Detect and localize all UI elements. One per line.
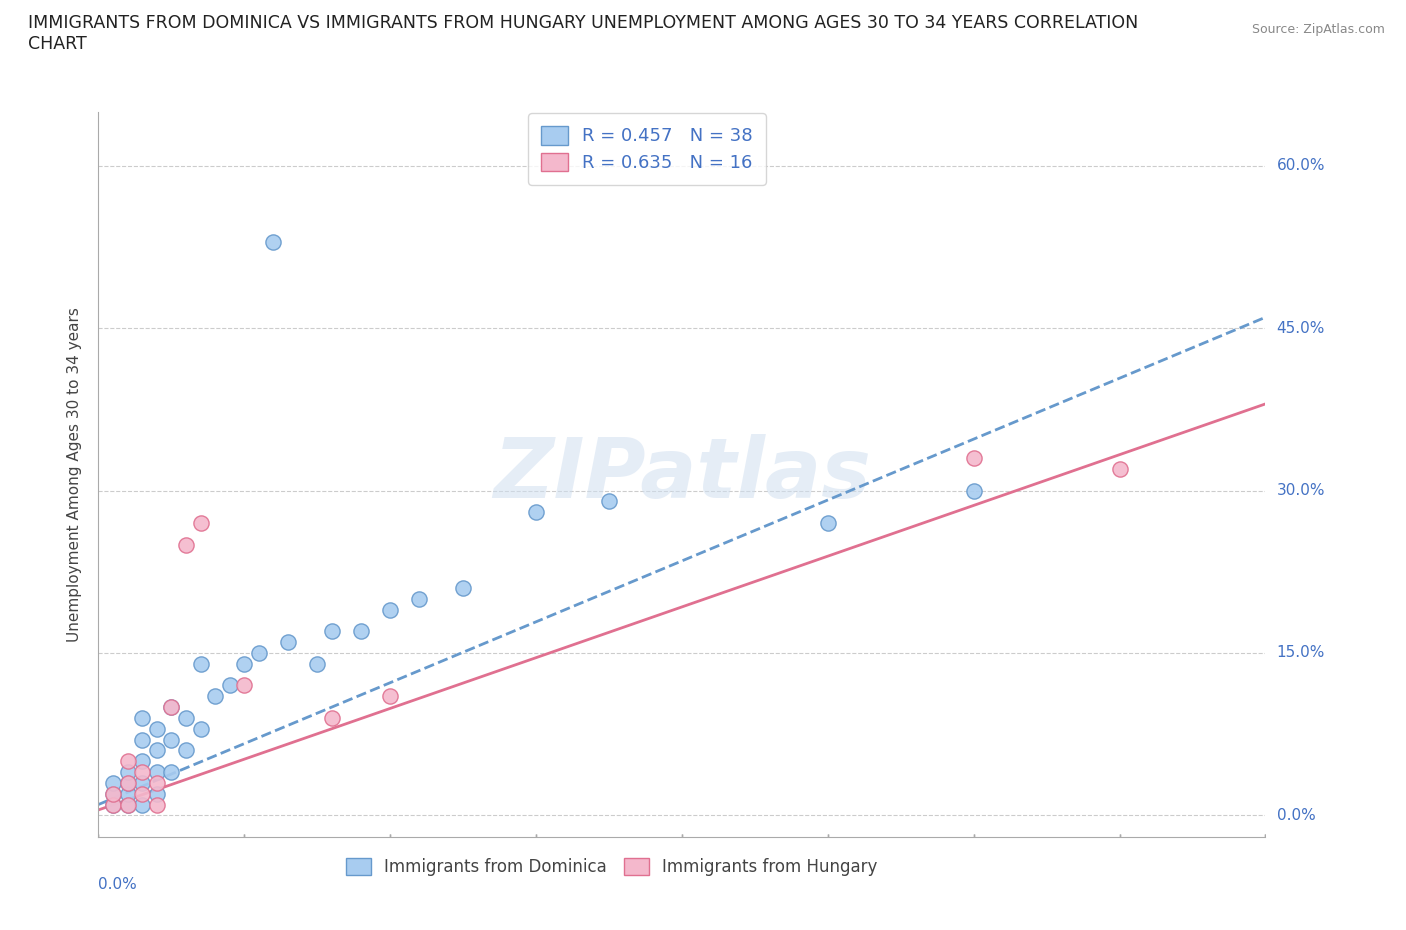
Point (117, 797, 139, 812)
Point (174, 711, 197, 725)
Point (131, 776, 153, 790)
Text: 30.0%: 30.0% (1277, 483, 1324, 498)
Point (233, 657, 256, 671)
Point (277, 634, 299, 649)
Point (131, 732, 153, 747)
Point (117, 776, 139, 790)
Point (190, 515, 212, 530)
Point (101, 797, 124, 812)
Point (380, 603, 402, 618)
Point (146, 743, 169, 758)
Point (146, 722, 169, 737)
Text: 45.0%: 45.0% (1277, 321, 1324, 336)
Point (190, 722, 212, 737)
Point (131, 764, 153, 779)
Point (451, 580, 474, 595)
Point (131, 786, 153, 801)
Point (131, 711, 153, 725)
Point (117, 786, 139, 801)
Point (101, 776, 124, 790)
Text: 0.0%: 0.0% (98, 877, 138, 892)
Point (307, 657, 329, 671)
Point (146, 797, 169, 812)
Point (131, 797, 153, 812)
Point (117, 754, 139, 769)
Text: CHART: CHART (28, 35, 87, 53)
Point (101, 786, 124, 801)
Point (204, 689, 226, 704)
Text: 60.0%: 60.0% (1277, 158, 1324, 173)
Point (1108, 461, 1130, 476)
Point (321, 624, 343, 639)
Point (101, 797, 124, 812)
Point (160, 699, 183, 714)
Point (380, 689, 402, 704)
Point (117, 764, 139, 779)
Point (247, 645, 270, 660)
Point (174, 538, 197, 552)
Text: 0.0%: 0.0% (1277, 808, 1315, 823)
Point (233, 678, 256, 693)
Point (146, 776, 169, 790)
Point (190, 657, 212, 671)
Point (160, 732, 183, 747)
Text: IMMIGRANTS FROM DOMINICA VS IMMIGRANTS FROM HUNGARY UNEMPLOYMENT AMONG AGES 30 T: IMMIGRANTS FROM DOMINICA VS IMMIGRANTS F… (28, 14, 1139, 32)
Point (131, 754, 153, 769)
Y-axis label: Unemployment Among Ages 30 to 34 years: Unemployment Among Ages 30 to 34 years (67, 307, 83, 642)
Point (117, 776, 139, 790)
Point (962, 483, 984, 498)
Point (146, 764, 169, 779)
Point (160, 764, 183, 779)
Point (524, 505, 547, 520)
Point (262, 234, 284, 249)
Point (117, 797, 139, 812)
Text: ZIPatlas: ZIPatlas (494, 433, 870, 515)
Point (962, 451, 984, 466)
Legend: Immigrants from Dominica, Immigrants from Hungary: Immigrants from Dominica, Immigrants fro… (339, 852, 884, 883)
Point (174, 743, 197, 758)
Point (218, 678, 240, 693)
Point (321, 711, 343, 725)
Point (350, 624, 373, 639)
Text: 15.0%: 15.0% (1277, 645, 1324, 660)
Point (146, 786, 169, 801)
Point (598, 494, 620, 509)
Point (408, 591, 430, 606)
Point (101, 786, 124, 801)
Point (817, 515, 839, 530)
Point (160, 699, 183, 714)
Text: Source: ZipAtlas.com: Source: ZipAtlas.com (1251, 23, 1385, 36)
